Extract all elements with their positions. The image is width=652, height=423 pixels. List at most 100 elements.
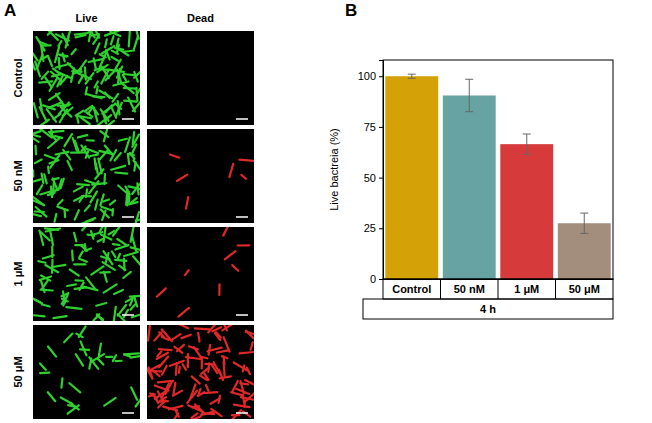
cell-rod xyxy=(103,200,109,202)
cell-rod xyxy=(51,246,53,257)
cell-rod xyxy=(134,160,140,171)
cell-rod xyxy=(87,94,102,98)
cell-rod xyxy=(66,307,81,309)
cell-rod xyxy=(81,341,87,355)
cell-rod xyxy=(40,276,51,280)
cell-rod xyxy=(217,350,228,352)
cell-rod xyxy=(170,154,179,157)
cell-rod xyxy=(163,407,177,411)
cell-rod xyxy=(216,332,221,337)
cell-rod xyxy=(113,81,128,85)
y-tick-mark xyxy=(379,127,383,128)
micrograph xyxy=(147,325,254,419)
cell-rod xyxy=(85,67,86,79)
cell-rod xyxy=(35,159,42,163)
micrograph-background xyxy=(147,129,254,223)
error-bar-segment xyxy=(408,78,416,79)
micrograph xyxy=(33,325,140,419)
cell-rod xyxy=(157,288,166,296)
cell-rod xyxy=(89,59,104,62)
cell-rod xyxy=(99,227,103,233)
cell-rod xyxy=(81,145,89,157)
cell-rod xyxy=(39,129,51,137)
micrograph-background xyxy=(33,31,140,125)
cell-rod xyxy=(173,334,181,339)
cell-rod xyxy=(74,233,76,242)
cell-rod xyxy=(123,75,126,80)
y-tick: 25 xyxy=(364,222,383,234)
cell-rod xyxy=(162,366,167,375)
cell-rod xyxy=(102,46,114,53)
cell-rod xyxy=(165,381,172,394)
cell-rod xyxy=(95,158,96,169)
y-tick-mark xyxy=(379,279,383,280)
cell-rod xyxy=(223,356,226,364)
cell-rod xyxy=(102,211,105,220)
cell-rod xyxy=(33,63,35,70)
micrograph-background xyxy=(33,325,140,419)
cell-rod xyxy=(85,106,92,111)
cell-rod xyxy=(124,51,134,52)
cell-rod xyxy=(54,114,61,119)
cell-rod xyxy=(99,151,112,154)
error-bar-segment xyxy=(526,134,527,154)
cell-rod xyxy=(232,414,239,416)
cell-rod xyxy=(105,39,107,47)
cell-rod xyxy=(48,347,56,357)
category-row-box xyxy=(383,279,613,299)
x-tick: 1 μM xyxy=(514,279,539,295)
cell-rod xyxy=(62,299,68,302)
cell-rod xyxy=(33,138,39,142)
cell-rod xyxy=(59,179,62,189)
cell-rod xyxy=(74,196,84,201)
cell-rod xyxy=(123,258,126,270)
micrograph-background xyxy=(147,227,254,321)
cell-rod xyxy=(111,57,118,61)
error-bar-segment xyxy=(523,134,531,135)
cell-rod xyxy=(104,398,115,406)
cell-rod xyxy=(102,68,109,71)
cell-rod xyxy=(124,252,138,256)
cell-rod xyxy=(96,86,97,93)
bar xyxy=(385,76,438,279)
micrograph-background xyxy=(147,325,254,419)
cell-rod xyxy=(115,245,128,249)
y-tick: 100 xyxy=(358,70,383,82)
cell-rod xyxy=(195,328,210,329)
y-tick-label: 25 xyxy=(364,222,376,234)
cell-rod xyxy=(111,209,114,215)
column-label: Dead xyxy=(187,12,214,24)
category-divider xyxy=(555,279,556,299)
cell-rod xyxy=(136,396,140,407)
cell-rod xyxy=(212,327,221,331)
x-tick-label: 50 μM xyxy=(569,283,600,295)
cell-rod xyxy=(185,270,189,275)
cell-rod xyxy=(114,290,123,294)
cell-rod xyxy=(41,56,47,59)
cell-rod xyxy=(223,227,229,236)
scale-bar xyxy=(236,314,248,316)
cell-rod xyxy=(33,52,38,60)
error-bar-segment xyxy=(408,74,416,75)
y-tick-label: 75 xyxy=(364,121,376,133)
y-axis: 0255075100 xyxy=(358,61,384,286)
cell-rod xyxy=(112,251,115,256)
cell-rod xyxy=(63,150,70,160)
cell-rod xyxy=(86,87,88,94)
cell-rod xyxy=(56,34,69,40)
cell-rod xyxy=(77,117,78,123)
cell-rod xyxy=(75,279,83,282)
cell-rod xyxy=(52,182,55,195)
cell-rod xyxy=(104,115,111,121)
cell-rod xyxy=(34,315,45,316)
cell-rod xyxy=(79,251,83,257)
panel-label: B xyxy=(345,1,357,20)
cell-rod xyxy=(232,381,238,392)
cell-rod xyxy=(134,36,138,49)
micrograph xyxy=(33,227,140,321)
cell-rod xyxy=(48,392,55,401)
cell-rod xyxy=(173,383,175,395)
cell-rod xyxy=(149,365,160,371)
cell-rod xyxy=(162,329,172,341)
cell-rod xyxy=(33,214,41,216)
